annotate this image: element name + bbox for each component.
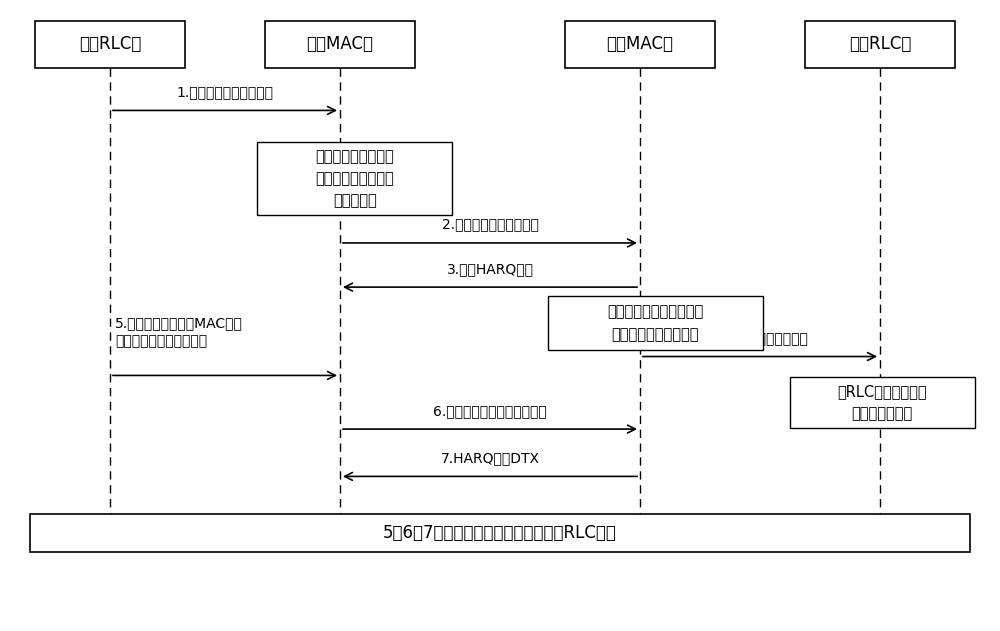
Text: 终端MAC层: 终端MAC层	[606, 35, 674, 53]
Text: 5、6、7步骤一直执行，直到基站释放RLC实体: 5、6、7步骤一直执行，直到基站释放RLC实体	[383, 524, 617, 542]
Text: 基站RLC层: 基站RLC层	[79, 35, 141, 53]
Text: 6.空口发送第二切换重配消息: 6.空口发送第二切换重配消息	[433, 404, 547, 418]
Text: 终端RLC层: 终端RLC层	[849, 35, 911, 53]
Bar	[565, 21, 715, 68]
Bar	[35, 21, 185, 68]
Text: 将第二切换重配消息解包
得到第一切换重配消息: 将第二切换重配消息解包 得到第一切换重配消息	[607, 305, 703, 341]
Text: 对RLC层进行重建，
切换到目标小区: 对RLC层进行重建， 切换到目标小区	[837, 384, 927, 421]
Text: 5.定时器超时，通知MAC层重
新处理第一切换重配消息: 5.定时器超时，通知MAC层重 新处理第一切换重配消息	[115, 316, 243, 348]
Text: 1.发送第一切换重配消息: 1.发送第一切换重配消息	[176, 85, 274, 99]
Bar	[805, 21, 955, 68]
Bar	[265, 21, 415, 68]
Text: 基站MAC层: 基站MAC层	[306, 35, 374, 53]
Bar	[257, 143, 452, 215]
Text: 7.HARQ反馈DTX: 7.HARQ反馈DTX	[440, 451, 540, 465]
Bar	[790, 377, 974, 428]
Bar	[30, 514, 970, 552]
Text: 4.发送第一切换重配消息: 4.发送第一切换重配消息	[712, 331, 808, 345]
Text: 3.反馈HARQ结果: 3.反馈HARQ结果	[446, 262, 534, 276]
Text: 2.发送第二切换重配消息: 2.发送第二切换重配消息	[442, 218, 538, 232]
Bar	[548, 297, 763, 350]
Text: 对第一切换重配消息
进行封装得到第二切
换重配消息: 对第一切换重配消息 进行封装得到第二切 换重配消息	[316, 149, 394, 208]
